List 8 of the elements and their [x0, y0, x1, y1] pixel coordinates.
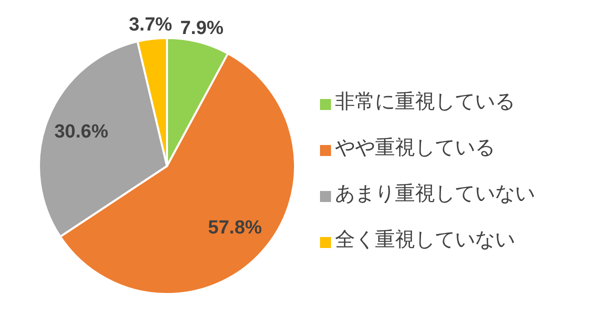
data-label: 3.7% — [128, 14, 172, 36]
legend-label: あまり重視していない — [335, 181, 535, 205]
legend-label: 全く重視していない — [335, 227, 515, 251]
data-label: 30.6% — [54, 122, 108, 143]
data-label: 57.8% — [208, 218, 262, 239]
data-label: 7.9% — [180, 18, 224, 39]
legend-label: やや重視している — [335, 135, 495, 159]
legend-label: 非常に重視している — [335, 89, 515, 113]
